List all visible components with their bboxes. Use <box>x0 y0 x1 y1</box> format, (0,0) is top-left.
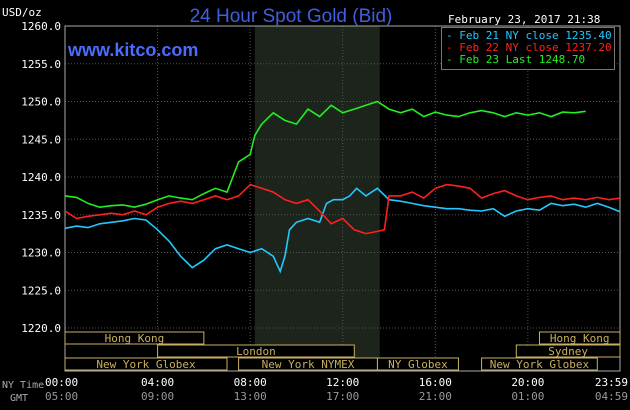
gmt-label: GMT <box>10 393 29 404</box>
legend-item-feb22: - Feb 22 NY close 1237.20 <box>446 41 612 54</box>
x-tick-label-ny: 12:00 <box>326 376 359 389</box>
series-line-2 <box>64 183 621 235</box>
y-tick-label: 1235.0 <box>21 209 61 222</box>
y-tick-label: 1220.0 <box>21 322 61 335</box>
session-bar <box>538 331 621 345</box>
y-tick-label: 1260.0 <box>21 20 61 33</box>
session-label: Sydney <box>548 345 588 358</box>
x-tick-label-gmt: 05:00 <box>45 390 78 403</box>
y-tick-label: 1230.0 <box>21 247 61 260</box>
y-tick-label: 1250.0 <box>21 96 61 109</box>
legend: - Feb 21 NY close 1235.40 - Feb 22 NY cl… <box>441 27 615 70</box>
market-hours-band <box>254 26 380 371</box>
x-tick-label-ny: 04:00 <box>141 376 174 389</box>
x-tick-label-gmt: 04:59 <box>595 390 628 403</box>
series-line-3 <box>64 100 586 209</box>
y-tick-label: 1255.0 <box>21 58 61 71</box>
x-tick-label-gmt: 17:00 <box>326 390 359 403</box>
x-tick-label-gmt: 21:00 <box>419 390 452 403</box>
legend-item-feb23: - Feb 23 Last 1248.70 <box>446 53 586 66</box>
x-tick-label-gmt: 09:00 <box>141 390 174 403</box>
x-tick-label-ny: 08:00 <box>234 376 267 389</box>
y-tick-label: 1245.0 <box>21 133 61 146</box>
x-tick-label-gmt: 13:00 <box>234 390 267 403</box>
legend-item-feb21: - Feb 21 NY close 1235.40 <box>446 29 612 42</box>
timestamp: February 23, 2017 21:38 <box>448 13 601 26</box>
session-bar <box>64 331 205 345</box>
session-bar <box>515 344 621 358</box>
unit-label: USD/oz <box>2 6 42 19</box>
brand-link[interactable]: www.kitco.com <box>68 40 199 60</box>
session-label: New York NYMEX <box>262 358 355 371</box>
ny-time-label: NY Time <box>2 380 45 391</box>
y-tick-label: 1225.0 <box>21 284 61 297</box>
session-label: New York Globex <box>96 358 196 371</box>
session-label: Hong Kong <box>105 332 165 345</box>
x-tick-label-ny: 20:00 <box>511 376 544 389</box>
session-label: NY Globex <box>388 358 448 371</box>
x-tick-label-ny: 16:00 <box>419 376 452 389</box>
session-bar <box>481 357 598 371</box>
session-label: Hong Kong <box>550 332 610 345</box>
chart-title: 24 Hour Spot Gold (Bid) <box>189 6 393 27</box>
session-bar <box>157 344 355 358</box>
session-bar <box>376 357 459 371</box>
x-tick-label-gmt: 01:00 <box>511 390 544 403</box>
series-line-1 <box>64 187 621 274</box>
x-tick-label-ny: 23:59 <box>595 376 628 389</box>
y-tick-label: 1240.0 <box>21 171 61 184</box>
session-label: New York Globex <box>490 358 590 371</box>
session-bar <box>64 357 228 371</box>
x-tick-label-ny: 00:00 <box>45 376 78 389</box>
session-label: London <box>236 345 276 358</box>
